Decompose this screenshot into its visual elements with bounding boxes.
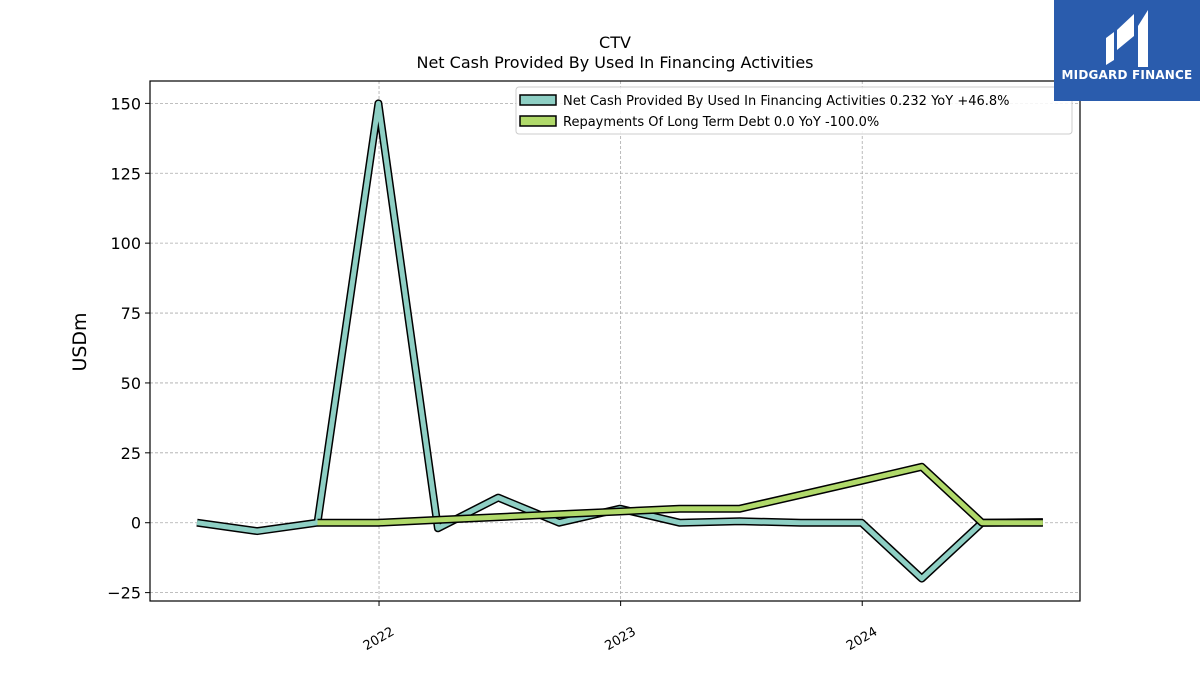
- legend: Net Cash Provided By Used In Financing A…: [515, 86, 1073, 135]
- legend-swatch-0: [519, 94, 557, 106]
- legend-swatch-1: [519, 115, 557, 127]
- y-axis-ticks: −25 0 25 50 75 100 125 150: [107, 94, 150, 603]
- y-tick-label: 150: [110, 94, 141, 113]
- legend-label-1: Repayments Of Long Term Debt 0.0 YoY -10…: [563, 115, 879, 130]
- brand-name: MIDGARD FINANCE: [1061, 68, 1193, 82]
- y-axis-label: USDm: [69, 312, 91, 371]
- x-tick-label: 2023: [602, 624, 638, 654]
- brand-logo: MIDGARD FINANCE: [1054, 0, 1200, 101]
- series-0-line: [196, 100, 1043, 582]
- x-axis-ticks: 2022 2023 2024: [361, 601, 880, 654]
- midgard-logo-icon: [1106, 10, 1148, 67]
- y-tick-label: 125: [110, 164, 141, 183]
- series-1-line: [317, 464, 1043, 526]
- y-tick-label: −25: [107, 584, 141, 603]
- plot-frame: [149, 80, 1081, 602]
- legend-label-0: Net Cash Provided By Used In Financing A…: [563, 94, 1010, 109]
- chart-subtitle: Net Cash Provided By Used In Financing A…: [416, 53, 813, 72]
- x-tick-label: 2024: [844, 624, 880, 654]
- y-tick-label: 100: [110, 234, 141, 253]
- y-tick-label: 25: [121, 444, 141, 463]
- y-tick-label: 0: [131, 514, 141, 533]
- series-layer: [196, 99, 1043, 583]
- chart-title: CTV: [599, 33, 631, 52]
- legend-box: [515, 86, 1073, 135]
- x-tick-label: 2022: [361, 624, 397, 654]
- y-tick-label: 50: [121, 374, 141, 393]
- y-tick-label: 75: [121, 304, 141, 323]
